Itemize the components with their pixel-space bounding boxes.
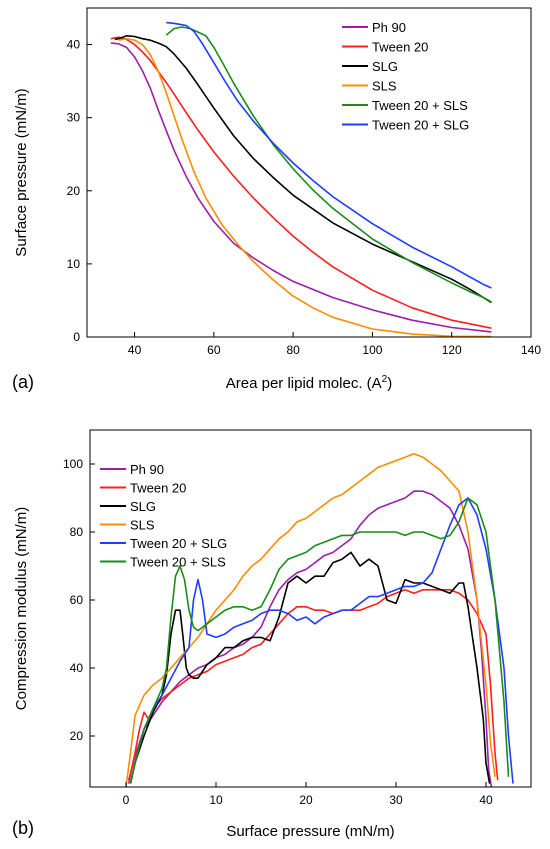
y-tick-label: 20 — [70, 729, 84, 743]
series-line-tween-20-sls — [129, 497, 510, 784]
y-tick-label: 40 — [67, 38, 81, 52]
legend-label: SLS — [372, 79, 397, 94]
legend: Ph 90 Tween 20 SLG SLS Tween 20 + SLS Tween 2… — [342, 20, 469, 133]
series-line-sls — [125, 453, 496, 787]
series-line-slg — [129, 551, 491, 784]
y-tick-label: 20 — [67, 184, 81, 198]
x-tick-label: 40 — [128, 343, 142, 357]
legend: Ph 90 Tween 20 SLG SLS Tween 20 + SLG Tween 2… — [100, 462, 227, 570]
x-tick-label: 60 — [207, 343, 221, 357]
legend-label: SLG — [372, 59, 398, 74]
x-tick-label: 100 — [362, 343, 382, 357]
x-tick-label: 30 — [389, 793, 403, 807]
series-line-slg — [114, 35, 492, 304]
x-axis-label: Area per lipid molec. (A2) — [226, 374, 392, 392]
y-tick-label: 0 — [73, 330, 80, 344]
legend-label: Tween 20 + SLS — [372, 98, 468, 113]
x-tick-label: 140 — [521, 343, 541, 357]
x-axis-label-text: Area per lipid molec. (A — [226, 375, 382, 392]
series-group — [110, 21, 492, 337]
y-axis-label: Surface pressure (mN/m) — [13, 88, 30, 256]
legend-label: SLS — [130, 518, 155, 533]
series-line-tween-20-sls — [165, 26, 492, 303]
x-tick-label: 120 — [442, 343, 462, 357]
x-tick-label: 40 — [479, 793, 493, 807]
legend-label: Tween 20 — [372, 40, 428, 55]
y-tick-label: 40 — [70, 661, 84, 675]
series-line-sls — [118, 37, 492, 337]
y-tick-label: 100 — [63, 457, 83, 471]
y-tick-label: 30 — [67, 111, 81, 125]
series-line-tween-20-slg — [166, 21, 492, 289]
plot-frame — [86, 7, 532, 338]
legend-label: Tween 20 + SLG — [372, 118, 469, 133]
y-tick-label: 60 — [70, 593, 84, 607]
panel-label: (a) — [12, 372, 34, 392]
series-line-ph-90 — [110, 42, 492, 333]
legend-label: SLG — [130, 499, 156, 514]
y-tick-label: 10 — [67, 257, 81, 271]
legend-label: Ph 90 — [130, 462, 164, 477]
series-line-tween-20 — [127, 589, 499, 784]
panel-label: (b) — [12, 818, 34, 838]
legend-label: Ph 90 — [372, 20, 406, 35]
series-line-ph-90 — [127, 490, 493, 787]
y-axis-label: Compression modulus (mN/m) — [13, 507, 30, 710]
series-group — [125, 453, 514, 787]
x-tick-label: 20 — [299, 793, 313, 807]
chart-panel-a: 40 60 80 100 120 140 0 10 20 30 40 Area per lipid m… — [12, 7, 541, 392]
x-tick-label: 0 — [123, 793, 130, 807]
x-axis-label: Surface pressure (mN/m) — [226, 823, 394, 840]
plot-frame — [89, 429, 532, 788]
series-line-tween-20-slg — [129, 497, 514, 784]
x-axis-label-superscript: 2 — [382, 374, 388, 385]
x-tick-label: 10 — [209, 793, 223, 807]
x-tick-label: 80 — [286, 343, 300, 357]
legend-label: Tween 20 + SLS — [130, 555, 226, 570]
x-axis-label-tail: ) — [387, 375, 392, 392]
series-line-tween-20 — [110, 36, 492, 329]
chart-panel-b: 0 10 20 30 40 20 40 60 80 100 Surface pressure (mN… — [12, 429, 532, 840]
legend-label: Tween 20 + SLG — [130, 536, 227, 551]
y-tick-label: 80 — [70, 525, 84, 539]
legend-label: Tween 20 — [130, 481, 186, 496]
